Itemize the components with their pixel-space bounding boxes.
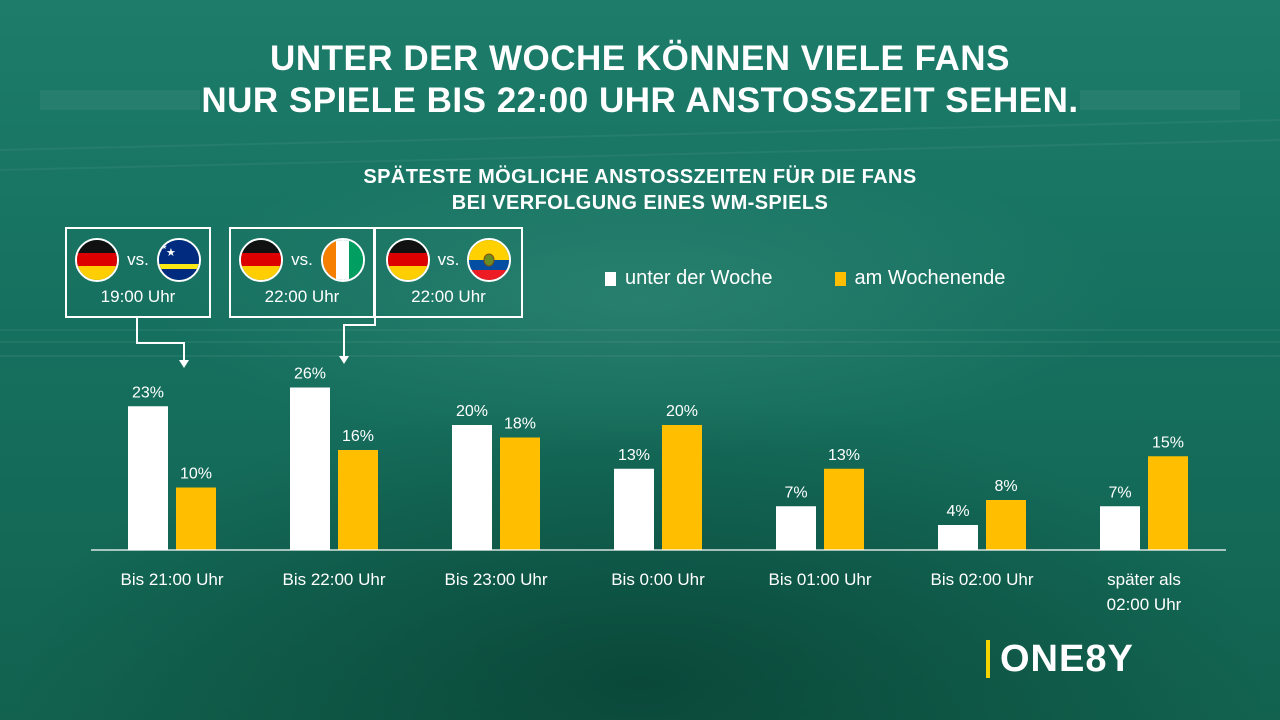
germany-flag-icon xyxy=(75,238,120,282)
value-label-weekend-5: 8% xyxy=(994,478,1017,495)
chart-title-line-1: SPÄTESTE MÖGLICHE ANSTOSSZEITEN FÜR DIE … xyxy=(363,166,917,188)
chart-title-line-2: BEI VERFOLGUNG EINES WM-SPIELS xyxy=(451,192,829,214)
logo-text: ONE8Y xyxy=(1000,637,1134,680)
category-label-4: Bis 01:00 Uhr xyxy=(769,570,872,589)
bar-weekday-0 xyxy=(128,406,168,550)
germany-flag-icon xyxy=(385,238,430,282)
headline-line-1: UNTER DER WOCHE KÖNNEN VIELE FANS xyxy=(270,39,1010,78)
brand-logo: ONE8Y xyxy=(986,638,1134,680)
logo-accent-bar xyxy=(986,640,990,678)
legend-label-weekday: unter der Woche xyxy=(625,267,773,289)
bar-weekday-5 xyxy=(938,525,978,550)
bar-weekday-6 xyxy=(1100,506,1140,550)
vs-label: vs. xyxy=(291,250,313,269)
legend-item-weekday: unter der Woche xyxy=(605,267,773,290)
match-box-curacao: vs. ★ ★ 19:00 Uhr xyxy=(65,227,211,318)
category-label-6-line-2: 02:00 Uhr xyxy=(1107,595,1182,614)
bar-weekend-0 xyxy=(176,487,216,550)
value-label-weekday-0: 23% xyxy=(132,384,164,401)
value-label-weekday-2: 20% xyxy=(456,403,488,420)
match-time: 22:00 Uhr xyxy=(264,287,340,306)
bar-weekend-6 xyxy=(1148,456,1188,550)
category-label-5: Bis 02:00 Uhr xyxy=(931,570,1034,589)
bar-weekend-5 xyxy=(986,500,1026,550)
match-box-ivory-coast: vs. 22:00 Uhr xyxy=(229,227,375,318)
value-label-weekend-0: 10% xyxy=(180,466,212,483)
vs-label: vs. xyxy=(437,250,460,269)
value-label-weekday-1: 26% xyxy=(294,366,326,383)
value-label-weekend-1: 16% xyxy=(342,428,374,445)
connector-ivory-coast xyxy=(343,318,376,358)
legend-swatch-weekend xyxy=(834,271,846,286)
category-label-6: später als xyxy=(1107,570,1181,589)
legend-item-weekend: am Wochenende xyxy=(834,267,1006,290)
ecuador-flag-icon xyxy=(467,238,512,282)
chart-title: SPÄTESTE MÖGLICHE ANSTOSSZEITEN FÜR DIE … xyxy=(0,164,1280,216)
category-label-2: Bis 23:00 Uhr xyxy=(445,570,548,589)
bar-weekday-4 xyxy=(776,506,816,550)
category-label-1: Bis 22:00 Uhr xyxy=(283,570,386,589)
svg-text:★: ★ xyxy=(166,246,176,259)
match-time: 22:00 Uhr xyxy=(411,287,486,306)
bar-weekday-2 xyxy=(452,425,492,550)
svg-text:★: ★ xyxy=(161,243,167,251)
legend: unter der Woche am Wochenende xyxy=(605,267,1057,290)
headline-line-2: NUR SPIELE BIS 22:00 UHR ANSTOSSZEIT SEH… xyxy=(201,81,1079,120)
bar-weekend-4 xyxy=(824,468,864,550)
category-label-0: Bis 21:00 Uhr xyxy=(121,570,224,589)
connector-curacao xyxy=(136,318,185,362)
value-label-weekday-5: 4% xyxy=(946,503,969,520)
category-label-3: Bis 0:00 Uhr xyxy=(611,570,705,589)
value-label-weekend-3: 20% xyxy=(666,403,698,420)
bar-weekend-1 xyxy=(338,450,378,550)
value-label-weekend-6: 15% xyxy=(1152,434,1184,451)
headline: UNTER DER WOCHE KÖNNEN VIELE FANS NUR SP… xyxy=(0,38,1280,122)
connector-arrow-curacao xyxy=(179,360,189,368)
bar-weekday-1 xyxy=(290,387,330,550)
legend-swatch-weekday xyxy=(605,271,616,286)
value-label-weekday-3: 13% xyxy=(618,447,650,464)
bar-weekend-3 xyxy=(662,425,702,550)
ivory-coast-flag-icon xyxy=(320,238,365,282)
vs-label: vs. xyxy=(127,250,149,269)
bar-weekend-2 xyxy=(500,437,540,550)
bar-weekday-3 xyxy=(614,468,654,550)
match-box-ecuador: vs. 22:00 Uhr xyxy=(374,227,523,318)
connector-arrow-ivory-coast xyxy=(339,356,349,364)
value-label-weekend-4: 13% xyxy=(828,447,860,464)
legend-label-weekend: am Wochenende xyxy=(854,267,1006,289)
match-time: 19:00 Uhr xyxy=(100,287,176,306)
germany-flag-icon xyxy=(239,238,284,282)
value-label-weekday-4: 7% xyxy=(784,484,807,501)
value-label-weekend-2: 18% xyxy=(504,416,536,433)
match-connectors xyxy=(136,318,376,368)
curacao-flag-icon: ★ ★ xyxy=(156,238,201,282)
value-label-weekday-6: 7% xyxy=(1108,484,1131,501)
